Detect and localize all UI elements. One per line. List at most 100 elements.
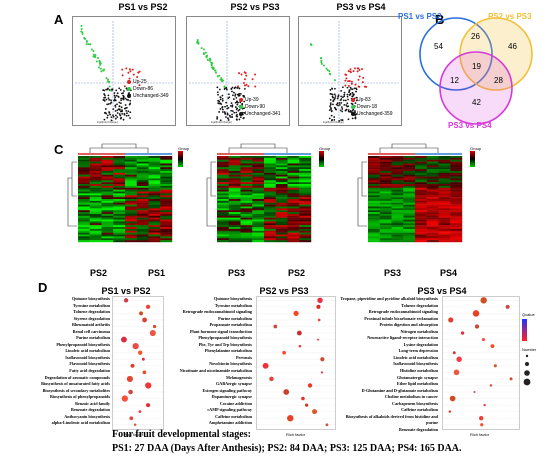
heatmap-cell xyxy=(264,184,276,187)
heatmap-cell xyxy=(264,174,276,177)
heatmap-cell xyxy=(217,184,229,187)
up-count: Up-83 xyxy=(357,97,371,103)
heatmap-cell xyxy=(391,240,404,243)
venn-value-a: 54 xyxy=(434,42,443,51)
heatmap-cell xyxy=(368,159,380,162)
down-point xyxy=(325,67,328,70)
heatmap-cell xyxy=(148,191,161,194)
heatmap-cell xyxy=(450,172,463,175)
unchanged-point xyxy=(105,88,108,91)
heatmap-cell xyxy=(160,176,173,179)
volcano-legend-2: Up-39 Down-90 Unchanged-341 xyxy=(239,97,281,118)
heatmap-cell xyxy=(217,156,229,159)
heatmap-cell xyxy=(299,195,312,198)
heatmap-cell xyxy=(160,228,173,231)
heatmap-cell xyxy=(403,212,416,215)
heatmap-cell xyxy=(89,169,102,172)
heatmap-cell xyxy=(275,217,288,220)
enrichment-point xyxy=(121,395,128,402)
unchanged-point xyxy=(351,109,354,112)
heatmap-cell xyxy=(403,161,416,164)
dotplot-1-plot xyxy=(112,296,164,430)
down-point xyxy=(100,70,103,73)
heatmap-cell xyxy=(368,213,380,217)
heatmap-cell xyxy=(450,223,463,226)
unchanged-point xyxy=(119,102,122,105)
heatmap-cell xyxy=(415,212,427,215)
up-point xyxy=(237,85,240,88)
heatmap-cell xyxy=(113,200,126,203)
heatmap-cell xyxy=(264,172,276,175)
heatmap-cell xyxy=(391,238,404,241)
heatmap-cell xyxy=(450,165,463,168)
heatmap-cell xyxy=(403,197,416,200)
heatmap-cell xyxy=(228,219,241,222)
heatmap-cell xyxy=(287,236,300,239)
heatmap-cell xyxy=(136,236,149,239)
heatmap-cell xyxy=(368,228,380,231)
heatmap-cell xyxy=(101,185,114,188)
unchanged-point xyxy=(347,118,350,121)
heatmap-cell xyxy=(228,195,241,198)
heatmap-cell xyxy=(160,172,173,175)
heatmap-cell xyxy=(264,206,276,209)
unchanged-point xyxy=(230,109,233,112)
heatmap-cell xyxy=(391,184,404,187)
heatmap-cell xyxy=(228,234,241,237)
enrichment-point xyxy=(472,310,480,317)
unchanged-point xyxy=(127,110,130,113)
heatmap-cell xyxy=(379,174,392,177)
heatmap-cell xyxy=(450,215,463,218)
heatmap-cell xyxy=(217,185,229,188)
heatmap-cell xyxy=(78,221,90,224)
unchanged-point xyxy=(343,104,346,106)
enrichment-point xyxy=(146,304,151,309)
heatmap-cell xyxy=(415,232,427,235)
down-point xyxy=(80,24,83,27)
heatmap-cell xyxy=(379,176,392,179)
up-point xyxy=(345,77,348,80)
heatmap-cell xyxy=(450,193,463,196)
heatmap-cell xyxy=(125,238,137,241)
heatmap-cell xyxy=(299,213,312,217)
heatmap-cell xyxy=(148,174,161,177)
heatmap-cell xyxy=(228,210,241,213)
heatmap-cell xyxy=(217,219,229,222)
unchanged-point xyxy=(116,112,119,114)
heatmap-cell xyxy=(379,200,392,203)
heatmap-cell xyxy=(287,184,300,187)
heatmap-cell xyxy=(403,195,416,198)
enrichment-point xyxy=(316,304,321,309)
heatmap-cell xyxy=(217,204,229,207)
heatmap-cell xyxy=(368,215,380,218)
pathway-term: Biosynthesis of secondary metabolites xyxy=(42,387,110,393)
heatmap-cell xyxy=(160,161,173,164)
heatmap-cell xyxy=(136,206,149,209)
heatmap-cell xyxy=(217,178,229,181)
number-legend-title: Number xyxy=(522,347,537,352)
heatmap-cell xyxy=(450,199,463,202)
heatmap-cell xyxy=(148,223,161,226)
heatmap-cell xyxy=(287,156,300,159)
legend-up: Up-83 xyxy=(351,97,393,104)
heatmap-cell xyxy=(136,159,149,162)
unchanged-point xyxy=(114,104,117,107)
heatmap-cell xyxy=(148,213,161,217)
enrichment-point xyxy=(269,376,274,382)
heatmap-cell xyxy=(125,185,137,188)
heatmap-cell xyxy=(368,176,380,179)
heatmap-cell xyxy=(89,193,102,196)
heatmap-cell xyxy=(379,212,392,215)
heatmap-cell xyxy=(101,199,114,202)
heatmap-cell xyxy=(148,206,161,209)
unchanged-point xyxy=(332,103,334,106)
heatmap-cell xyxy=(368,184,380,187)
heatmap-cell xyxy=(148,159,161,162)
heatmap-cell xyxy=(438,163,451,166)
heatmap-cell xyxy=(89,199,102,202)
heatmap-cell xyxy=(368,169,380,172)
heatmap-cell xyxy=(450,167,463,170)
pathway-term: Biosynthesis of alkaloids derived from h… xyxy=(345,413,438,426)
heatmap-cell xyxy=(391,212,404,215)
heatmap-cell xyxy=(113,193,126,196)
